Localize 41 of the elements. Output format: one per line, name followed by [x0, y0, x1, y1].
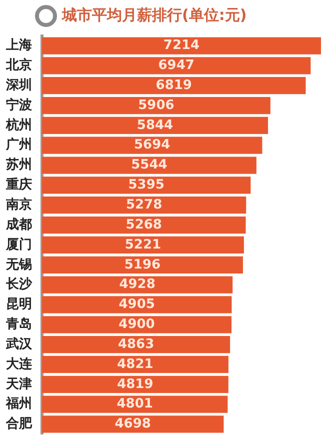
y-tick-label: 苏州	[5, 158, 32, 173]
y-tick-label: 无锡	[5, 257, 32, 272]
data-label: 5268	[126, 217, 162, 232]
y-tick-label: 成都	[5, 217, 32, 232]
y-tick-label: 昆明	[6, 297, 32, 312]
data-label: 5906	[138, 98, 174, 113]
data-label: 5544	[131, 158, 168, 173]
data-label: 4821	[117, 356, 154, 372]
chart-title: 城市平均月薪排行(单位:元)	[62, 6, 247, 25]
y-tick-label: 广州	[5, 136, 32, 153]
y-tick-label: 厦门	[5, 236, 32, 252]
y-tick-label: 南京	[5, 196, 32, 212]
y-tick-label: 福州	[5, 396, 32, 412]
data-label: 4698	[114, 416, 151, 432]
y-tick-label: 长沙	[5, 277, 33, 292]
y-tick-label: 青岛	[5, 317, 32, 332]
data-label: 5221	[124, 237, 162, 252]
data-label: 4900	[118, 317, 155, 332]
data-label: 4863	[118, 336, 154, 352]
y-tick-label: 合肥	[5, 416, 33, 432]
data-label: 7214	[163, 38, 200, 54]
y-tick-label: 武汉	[5, 336, 33, 352]
y-tick-label: 天津	[5, 376, 32, 392]
data-label: 5278	[126, 197, 162, 212]
data-label: 4819	[117, 376, 154, 392]
data-label: 4928	[119, 277, 156, 292]
data-label: 6819	[156, 78, 192, 93]
y-tick-label: 杭州	[5, 116, 32, 133]
data-label: 4801	[116, 396, 153, 412]
y-tick-label: 上海	[5, 38, 32, 54]
data-label: 6947	[158, 58, 194, 74]
y-tick-label: 大连	[6, 356, 33, 372]
data-label: 5395	[128, 178, 164, 193]
data-label: 5844	[136, 118, 174, 133]
y-tick-label: 重庆	[5, 176, 32, 193]
y-tick-label: 北京	[5, 57, 32, 74]
data-label: 5196	[124, 257, 161, 272]
y-tick-label: 深圳	[5, 78, 32, 93]
y-tick-label: 宁波	[6, 96, 33, 113]
data-label: 4905	[118, 297, 155, 312]
data-label: 5694	[134, 138, 170, 153]
